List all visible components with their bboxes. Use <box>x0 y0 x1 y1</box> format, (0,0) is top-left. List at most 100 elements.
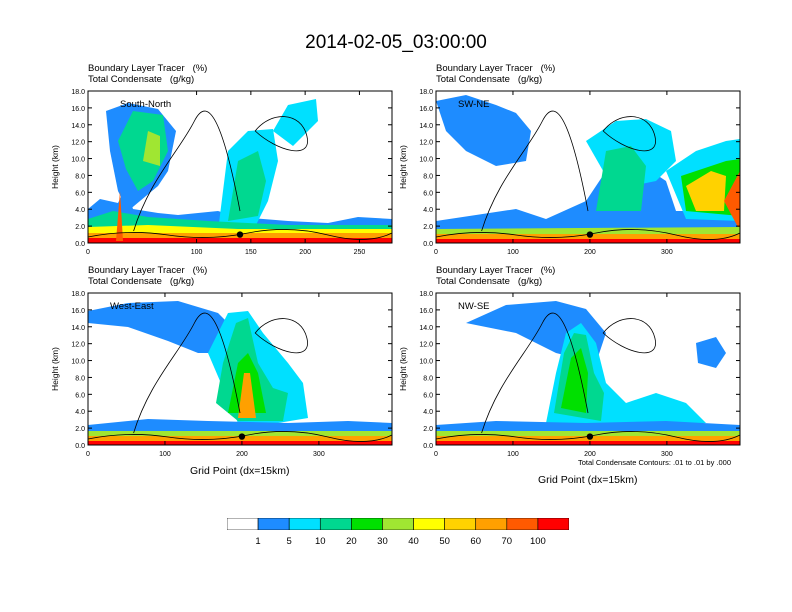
tracer-region <box>143 131 160 166</box>
y-tick-label: 2.0 <box>423 224 433 231</box>
tracer-region <box>118 111 168 191</box>
condensate-contour <box>481 110 589 232</box>
condensate-contour <box>254 318 308 354</box>
page-title: 2014-02-05_03:00:00 <box>305 32 487 53</box>
y-tick-label: 10.0 <box>71 157 85 164</box>
contour-lines <box>435 312 741 442</box>
tracer-unit: (%) <box>540 265 556 276</box>
y-axis-label: Height (km) <box>50 347 60 391</box>
condensate-unit: (g/kg) <box>517 74 543 85</box>
y-tick-label: 6.0 <box>423 190 433 197</box>
y-axis-label: Height (km) <box>50 145 60 189</box>
y-tick-label: 0.0 <box>75 241 85 248</box>
tracer-region <box>724 171 740 231</box>
plot-frame <box>435 90 741 244</box>
tracer-label: Boundary Layer Tracer <box>436 63 533 74</box>
condensate-contour <box>602 116 656 152</box>
panel-title: West-East <box>110 301 154 312</box>
y-tick-label: 0.0 <box>75 443 85 450</box>
y-tick-label: 18.0 <box>419 291 433 298</box>
tracer-region <box>436 95 531 166</box>
colorbar-label: 60 <box>470 536 481 547</box>
y-tick-label: 4.0 <box>75 207 85 214</box>
panel-header-sw-ne: Boundary Layer Tracer (%) Total Condensa… <box>436 63 555 85</box>
x-tick-label: 250 <box>354 249 366 256</box>
condensate-label: Total Condensate <box>88 276 162 287</box>
y-tick-label: 2.0 <box>423 426 433 433</box>
tracer-region <box>116 191 123 241</box>
colorbar-segment <box>351 518 383 530</box>
y-tick-label: 8.0 <box>75 173 85 180</box>
plot-nw-se: 0.0 2.0 4.0 6.0 8.0 10.0 12.0 14.0 16.0 18.0 0 100 2… <box>398 291 741 458</box>
colorbar-segment <box>257 518 290 530</box>
contour-lines <box>435 110 741 240</box>
location-marker <box>238 433 246 440</box>
tracer-region <box>88 238 392 243</box>
location-marker <box>236 231 244 238</box>
x-axis-label-right: Grid Point (dx=15km) <box>538 474 638 486</box>
x-tick-label: 0 <box>434 451 438 458</box>
x-tick-label: 300 <box>313 451 325 458</box>
colorbar-label: 1 <box>255 536 261 547</box>
panel-title: NW-SE <box>458 301 490 312</box>
y-axis-label: Height (km) <box>398 347 408 391</box>
y-tick-label: 2.0 <box>75 426 85 433</box>
location-marker <box>586 231 594 238</box>
y-tick-label: 0.0 <box>423 443 433 450</box>
y-tick-label: 6.0 <box>75 392 85 399</box>
plot-frame <box>435 292 741 446</box>
condensate-unit: (g/kg) <box>517 276 543 287</box>
y-tick-label: 16.0 <box>419 106 433 113</box>
x-axis-label-left: Grid Point (dx=15km) <box>190 465 290 477</box>
colorbar-segment <box>227 518 259 530</box>
y-tick-label: 4.0 <box>423 409 433 416</box>
condensate-unit: (g/kg) <box>169 74 195 85</box>
y-tick-label: 14.0 <box>71 123 85 130</box>
colorbar-segment <box>506 518 539 530</box>
tracer-unit: (%) <box>540 63 556 74</box>
tracer-region <box>561 348 588 413</box>
tracer-unit: (%) <box>192 265 208 276</box>
plot-frame <box>87 292 393 446</box>
field-layer <box>88 99 392 243</box>
plot-west-east: 0.0 2.0 4.0 6.0 8.0 10.0 12.0 14.0 16.0 18.0 0 100 2… <box>50 291 393 458</box>
plot-frame <box>87 90 393 244</box>
panel-header-west-east: Boundary Layer Tracer (%) Total Condensa… <box>88 265 207 287</box>
y-tick-label: 2.0 <box>75 224 85 231</box>
condensate-contour <box>435 431 741 442</box>
x-tick-label: 100 <box>159 451 171 458</box>
colorbar-segment <box>444 518 477 530</box>
y-tick-label: 8.0 <box>423 173 433 180</box>
y-tick-label: 0.0 <box>423 241 433 248</box>
colorbar-label: 40 <box>408 536 419 547</box>
x-tick-label: 200 <box>299 249 311 256</box>
x-tick-label: 200 <box>236 451 248 458</box>
x-tick-label: 200 <box>584 249 596 256</box>
x-tick-label: 100 <box>507 451 519 458</box>
y-tick-label: 16.0 <box>71 106 85 113</box>
condensate-contour <box>87 431 393 442</box>
tracer-region <box>88 301 238 353</box>
colorbar-label: 5 <box>286 536 292 547</box>
y-tick-label: 12.0 <box>419 140 433 147</box>
field-layer <box>436 95 740 243</box>
colorbar-segment <box>382 518 414 530</box>
tracer-region <box>228 151 266 221</box>
condensate-contour <box>133 110 241 232</box>
colorbar-label: 10 <box>314 536 326 547</box>
field-layer <box>436 301 740 445</box>
y-tick-label: 14.0 <box>71 325 85 332</box>
x-tick-label: 0 <box>434 249 438 256</box>
x-tick-label: 0 <box>86 451 90 458</box>
y-tick-label: 12.0 <box>71 342 85 349</box>
y-tick-label: 16.0 <box>419 308 433 315</box>
x-tick-label: 200 <box>584 451 596 458</box>
field-layer <box>88 301 392 445</box>
y-tick-label: 14.0 <box>419 325 433 332</box>
condensate-contour <box>602 318 656 354</box>
tracer-region <box>686 171 726 211</box>
y-tick-label: 10.0 <box>419 157 433 164</box>
plot-sw-ne: 0.0 2.0 4.0 6.0 8.0 10.0 12.0 14.0 16.0 18.0 0 100 2… <box>398 89 741 256</box>
tracer-region <box>596 146 646 211</box>
tracer-region <box>88 441 392 445</box>
